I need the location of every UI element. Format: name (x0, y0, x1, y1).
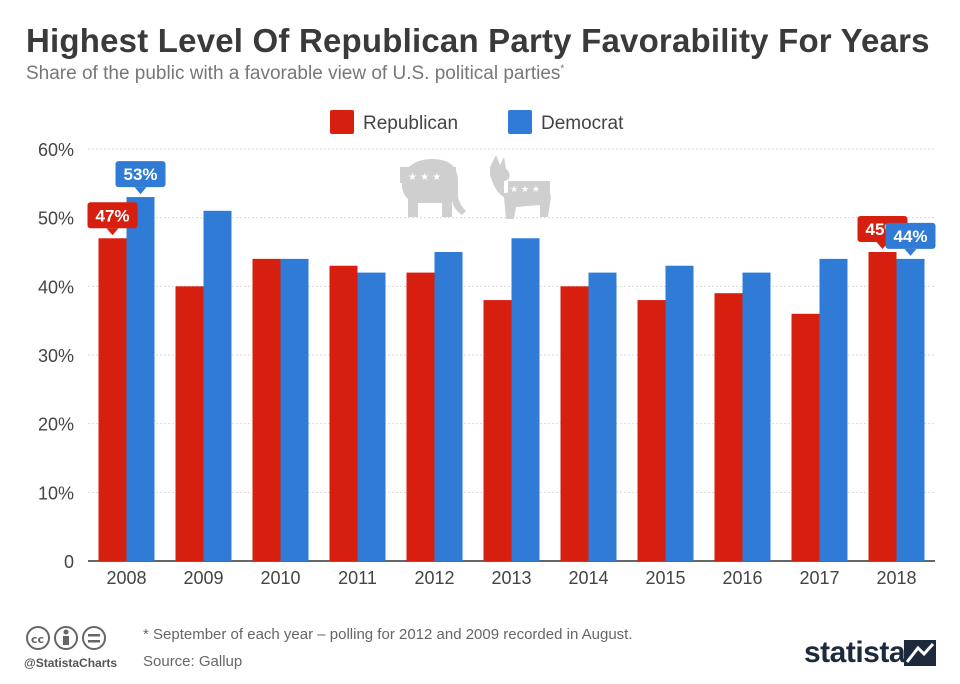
bar-democrat-2017 (819, 258, 848, 561)
source-note: Source: Gallup (143, 653, 243, 670)
subtitle-footnote-mark: * (560, 63, 565, 75)
callout-pointer (904, 248, 917, 256)
value-callouts: 47%53%45%44% (87, 161, 936, 256)
callout-label: 47% (95, 206, 129, 225)
attribution-icon (54, 626, 78, 650)
x-tick-label: 2008 (106, 568, 146, 588)
callout-box (87, 202, 138, 229)
donkey-icon: ★ ★ ★ (490, 155, 551, 219)
bar-republican-2017 (791, 313, 820, 561)
bar-democrat-2012 (434, 252, 463, 561)
bar-republican-2009 (175, 286, 204, 561)
statista-logo: statista (804, 636, 906, 669)
x-tick-label: 2017 (799, 568, 839, 588)
bar-republican-2018 (868, 252, 897, 561)
bar-democrat-2011 (357, 272, 386, 561)
x-tick-label: 2011 (338, 568, 377, 588)
x-tick-label: 2014 (568, 568, 608, 588)
twitter-handle: @StatistaCharts (24, 656, 118, 670)
y-tick-label: 50% (38, 209, 74, 229)
chart-subtitle: Share of the public with a favorable vie… (26, 63, 564, 85)
svg-text:★ ★ ★: ★ ★ ★ (408, 172, 441, 183)
bar-democrat-2013 (511, 238, 540, 561)
callout-box (885, 222, 936, 249)
callout-box (115, 161, 166, 188)
bar-democrat-2008 (126, 197, 155, 562)
callout-pointer (134, 187, 147, 195)
bar-chart: 0 10% 20% 30% 40% 50% 60% ★ ★ ★ ★ ★ ★ 2008 2009… (38, 110, 936, 588)
bar-republican-2010 (252, 258, 281, 561)
x-tick-label: 2015 (645, 568, 685, 588)
x-tick-label: 2010 (260, 568, 300, 588)
bar-democrat-2010 (280, 258, 309, 561)
x-tick-label: 2018 (876, 568, 916, 588)
bar-democrat-2014 (588, 272, 617, 561)
cc-icon (26, 626, 50, 650)
bars (98, 197, 925, 562)
y-tick-label: 20% (38, 415, 74, 435)
bar-republican-2011 (329, 265, 358, 561)
elephant-icon: ★ ★ ★ (400, 159, 466, 217)
svg-text:cc: cc (31, 633, 44, 646)
y-axis: 0 10% 20% 30% 40% 50% 60% (38, 140, 74, 572)
y-tick-label: 60% (38, 140, 74, 160)
callout-label: 44% (893, 227, 927, 246)
legend: Republican Democrat (330, 110, 624, 134)
legend-label: Republican (363, 113, 458, 134)
equal-icon (82, 626, 106, 650)
x-axis: 2008 2009 2010 2011 2012 2013 2014 2015 2016 2017… (106, 568, 916, 588)
callout-democrat-2008: 53% (115, 161, 166, 195)
footnote: * September of each year – polling for 2… (143, 626, 633, 643)
y-tick-label: 40% (38, 277, 74, 297)
callout-republican-2008: 47% (87, 202, 138, 236)
callout-democrat-2018: 44% (885, 222, 936, 256)
statista-logo-icon (904, 640, 936, 666)
x-tick-label: 2013 (491, 568, 531, 588)
subtitle-text: Share of the public with a favorable vie… (26, 63, 561, 84)
bar-republican-2012 (406, 272, 435, 561)
bar-republican-2008 (98, 238, 127, 561)
legend-swatch (508, 110, 532, 134)
svg-text:★ ★ ★: ★ ★ ★ (510, 185, 540, 195)
callout-pointer (106, 228, 119, 236)
x-tick-label: 2009 (183, 568, 223, 588)
license-icons: cc (24, 624, 120, 657)
bar-republican-2014 (560, 286, 589, 561)
x-tick-label: 2016 (722, 568, 762, 588)
party-icons: ★ ★ ★ ★ ★ ★ (400, 155, 551, 219)
y-tick-label: 30% (38, 346, 74, 366)
legend-swatch (330, 110, 354, 134)
x-tick-label: 2012 (414, 568, 454, 588)
bar-democrat-2009 (203, 210, 232, 562)
bar-democrat-2016 (742, 272, 771, 561)
bar-democrat-2018 (896, 258, 925, 561)
legend-label: Democrat (541, 113, 624, 134)
legend-item-republican: Republican (330, 110, 458, 134)
y-tick-label: 10% (38, 483, 74, 503)
callout-label: 53% (123, 165, 157, 184)
bar-democrat-2015 (665, 265, 694, 561)
y-tick-label: 0 (64, 552, 74, 572)
legend-item-democrat: Democrat (508, 110, 624, 134)
bar-republican-2013 (483, 300, 512, 561)
bar-republican-2015 (637, 300, 666, 561)
bar-republican-2016 (714, 293, 743, 561)
chart-title: Highest Level Of Republican Party Favora… (26, 22, 930, 59)
